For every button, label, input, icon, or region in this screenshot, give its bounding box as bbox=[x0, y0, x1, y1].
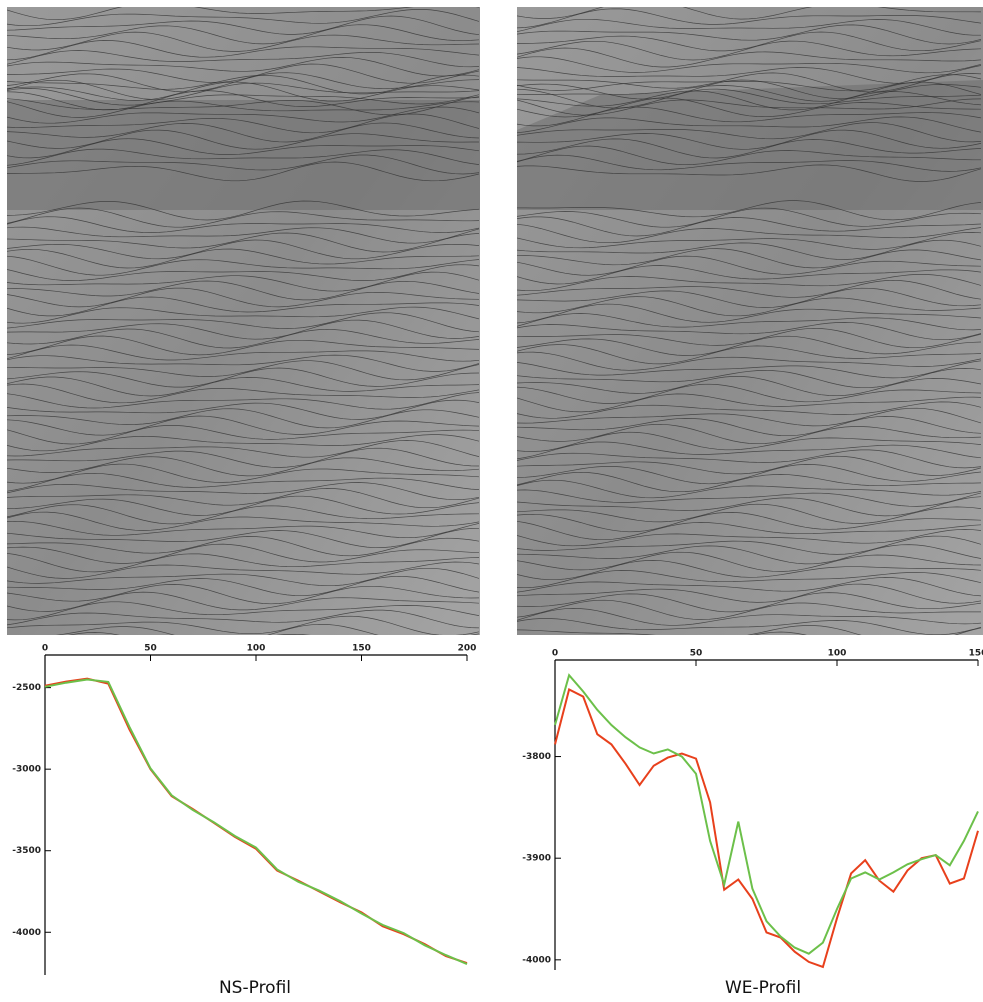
data-line bbox=[555, 675, 978, 954]
x-tick-label: 50 bbox=[144, 644, 157, 654]
chart-title: WE-Profil bbox=[725, 978, 801, 998]
contour-map bbox=[7, 3, 480, 652]
x-tick-label: 100 bbox=[247, 644, 266, 654]
x-tick-label: 150 bbox=[969, 649, 983, 659]
y-tick-label: -3900 bbox=[522, 854, 551, 864]
x-tick-label: 0 bbox=[552, 649, 558, 659]
chart-title: NS-Profil bbox=[219, 978, 291, 998]
data-line bbox=[45, 679, 467, 964]
x-tick-label: 200 bbox=[458, 644, 477, 654]
contour-map bbox=[517, 0, 983, 651]
contour-line bbox=[7, 632, 479, 651]
x-tick-label: 150 bbox=[352, 644, 371, 654]
y-tick-label: -2500 bbox=[12, 683, 41, 693]
figure: NS-Profil WE-Profil 0 50 100 150 200 -2500 -30… bbox=[0, 0, 983, 1002]
y-tick-label: -3800 bbox=[522, 752, 551, 762]
x-tick-label: 100 bbox=[828, 649, 847, 659]
y-tick-label: -4000 bbox=[12, 928, 41, 938]
y-tick-label: -3000 bbox=[12, 765, 41, 775]
data-line bbox=[45, 680, 467, 965]
x-tick-label: 50 bbox=[690, 649, 703, 659]
x-tick-label: 0 bbox=[42, 644, 48, 654]
y-tick-label: -3500 bbox=[12, 846, 41, 856]
y-tick-label: -4000 bbox=[522, 955, 551, 965]
